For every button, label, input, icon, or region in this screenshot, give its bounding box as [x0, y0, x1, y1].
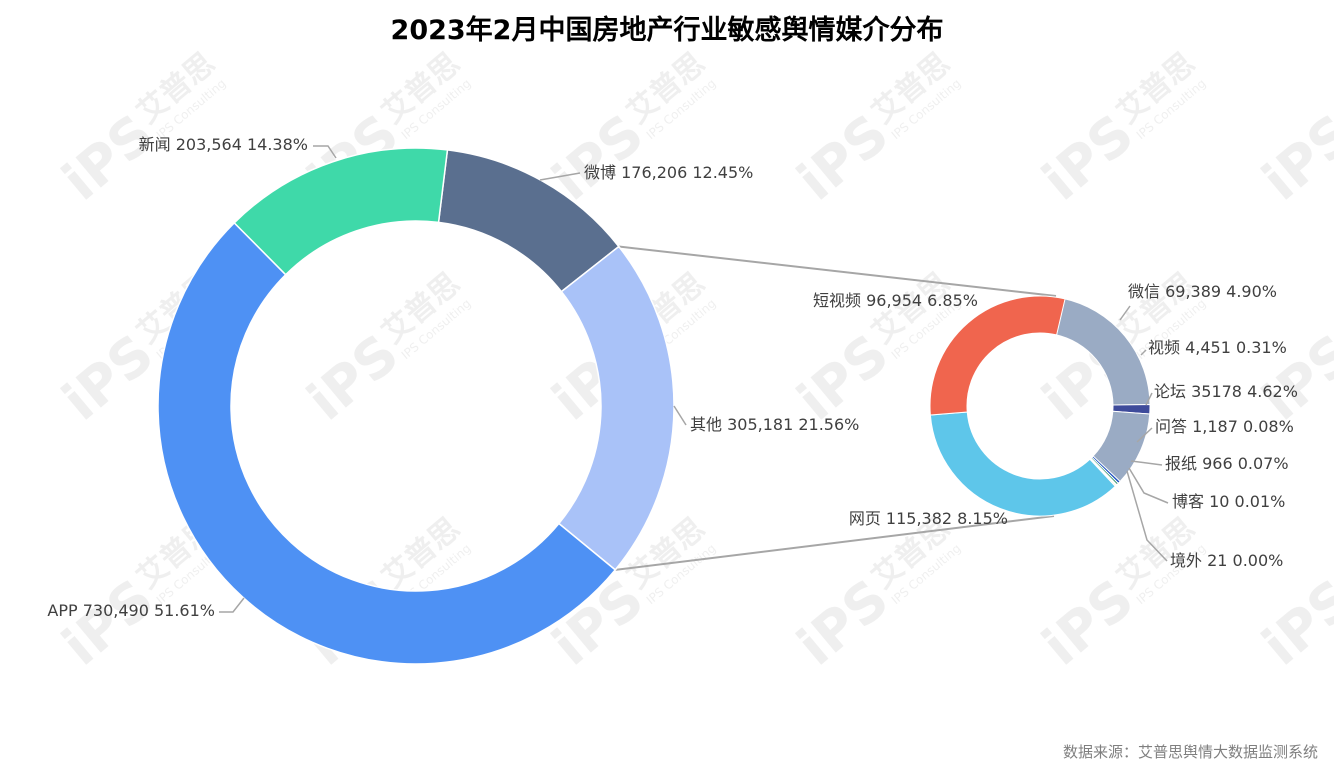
slice-label-blog: 博客 10 0.01%	[1172, 492, 1285, 511]
leader-line-video	[1140, 349, 1147, 356]
leader-line-overseas	[1126, 470, 1168, 562]
slice-label-weibo: 微博 176,206 12.45%	[584, 163, 753, 182]
slice-label-newspaper: 报纸 966 0.07%	[1165, 454, 1289, 473]
sub-slice-web	[929, 411, 1116, 517]
leader-line-newspaper	[1130, 460, 1163, 466]
watermark-brand: iPS	[1251, 567, 1334, 678]
leader-line-blog	[1128, 467, 1169, 504]
slice-label-overseas: 境外 21 0.00%	[1170, 551, 1283, 570]
slice-label-app: APP 730,490 51.61%	[47, 601, 215, 620]
connector-line-top	[618, 245, 1057, 297]
slice-label-news: 新闻 203,564 14.38%	[139, 135, 308, 154]
leader-line-news	[313, 145, 337, 159]
leader-line-wechat	[1119, 305, 1131, 321]
main-slice-news	[233, 147, 449, 276]
watermark-brand: iPS	[1251, 102, 1334, 213]
slice-label-wechat: 微信 69,389 4.90%	[1128, 282, 1277, 301]
leader-line-qa	[1136, 427, 1153, 443]
source-note: 数据来源：艾普思舆情大数据监测系统	[1062, 743, 1318, 761]
slice-label-qa: 问答 1,187 0.08%	[1155, 417, 1294, 436]
slice-label-web: 网页 115,382 8.15%	[849, 509, 1008, 528]
slice-label-short_video: 短视频 96,954 6.85%	[813, 291, 978, 310]
breakdown-donut	[929, 295, 1151, 517]
chart-title: 2023年2月中国房地产行业敏感舆情媒介分布	[390, 15, 944, 46]
slice-labels: 新闻 203,564 14.38% 微博 176,206 12.45% 其他 305…	[47, 135, 1298, 620]
main-donut	[157, 147, 675, 665]
connector-lines	[615, 245, 1057, 571]
slice-label-video: 视频 4,451 0.31%	[1148, 338, 1287, 357]
slice-label-other: 其他 305,181 21.56%	[690, 415, 859, 434]
slice-label-forum: 论坛 35178 4.62%	[1154, 382, 1298, 401]
leader-line-weibo	[539, 172, 581, 181]
leader-lines	[219, 145, 1169, 613]
sub-slice-short_video	[929, 295, 1066, 416]
leader-line-other	[673, 405, 687, 426]
main-slice-app	[157, 221, 617, 665]
leader-line-app	[219, 597, 245, 613]
connector-line-bottom	[615, 515, 1055, 571]
leader-line-forum	[1145, 392, 1153, 406]
